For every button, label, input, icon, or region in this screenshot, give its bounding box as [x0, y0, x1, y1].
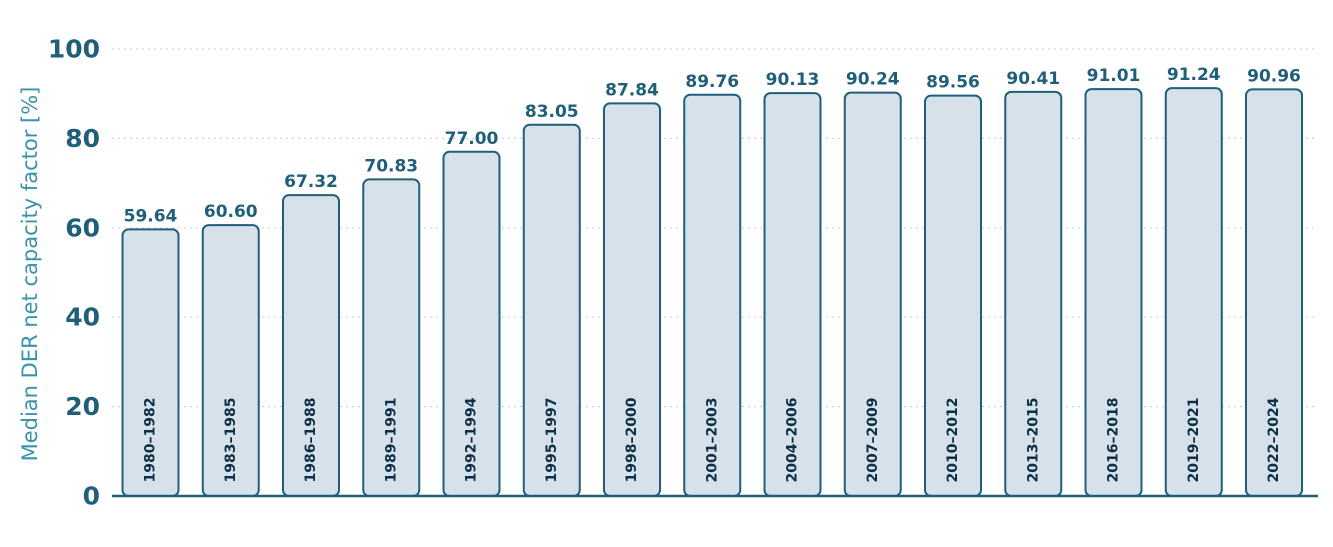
bar-value-label: 67.32: [284, 172, 338, 192]
bar-group: 59.64 1980–1982: [121, 206, 180, 497]
bar-group: 83.05 1995–1997: [522, 102, 581, 497]
category-label: 2019–2021: [1186, 398, 1202, 483]
bars: 59.64 1980–1982 60.60 1983–1985 67.32 1986–19…: [121, 65, 1303, 498]
category-label: 1983–1985: [223, 398, 239, 483]
bar-value-label: 89.56: [926, 73, 980, 93]
category-label: 1986–1988: [303, 398, 319, 483]
category-label: 2013–2015: [1025, 398, 1041, 483]
bar-group: 70.83 1989–1991: [362, 156, 421, 497]
bar-group: 89.76 2001–2003: [683, 72, 742, 497]
y-tick-label: 60: [65, 213, 100, 242]
bar-value-label: 77.00: [445, 129, 499, 149]
bar-value-label: 90.41: [1006, 69, 1060, 89]
category-label: 2001–2003: [704, 398, 720, 483]
category-label: 1989–1991: [383, 398, 399, 483]
category-label: 2004–2006: [785, 398, 801, 483]
category-label: 1980–1982: [143, 398, 159, 483]
category-label: 2007–2009: [865, 398, 881, 483]
y-axis-label: Median DER net capacity factor [%]: [18, 87, 42, 462]
category-label: 2010–2012: [945, 398, 961, 483]
bar-group: 77.00 1992–1994: [442, 129, 501, 497]
bar-value-label: 90.13: [766, 70, 820, 90]
y-tick-label: 40: [65, 303, 100, 332]
category-label: 1995–1997: [544, 398, 560, 483]
axes: 0 20 40 60 80 100: [48, 35, 1318, 511]
category-label: 1992–1994: [464, 397, 480, 482]
bar-value-label: 89.76: [685, 72, 739, 92]
bar-group: 67.32 1986–1988: [282, 172, 340, 498]
bar-value-label: 87.84: [605, 80, 659, 100]
bar-value-label: 60.60: [204, 202, 258, 222]
bar-group: 91.24 2019–2021: [1164, 65, 1223, 498]
y-tick-label: 80: [65, 124, 100, 153]
bar-value-label: 59.64: [124, 206, 178, 226]
bar-value-label: 90.24: [846, 70, 900, 90]
bar-group: 87.84 1998–2000: [603, 80, 661, 498]
bar-group: 91.01 2016–2018: [1084, 66, 1143, 497]
bar-group: 90.24 2007–2009: [843, 70, 902, 497]
bar-value-label: 91.01: [1087, 66, 1141, 86]
y-tick-label: 100: [48, 35, 100, 64]
bar-value-label: 90.96: [1247, 66, 1301, 86]
bar-group: 60.60 1983–1985: [201, 202, 260, 497]
bar-group: 90.41 2013–2015: [1004, 69, 1063, 497]
bar-value-label: 70.83: [364, 156, 418, 176]
y-tick-label: 0: [83, 482, 100, 511]
bar-group: 90.96 2022–2024: [1245, 66, 1303, 497]
y-tick-label: 20: [65, 392, 100, 421]
bar-value-label: 91.24: [1167, 65, 1221, 85]
category-label: 2022–2024: [1266, 397, 1282, 482]
bar-value-label: 83.05: [525, 102, 579, 122]
bar-group: 89.56 2010–2012: [924, 73, 982, 497]
category-label: 2016–2018: [1106, 398, 1122, 483]
bar-group: 90.13 2004–2006: [763, 70, 822, 497]
category-label: 1998–2000: [624, 397, 640, 482]
